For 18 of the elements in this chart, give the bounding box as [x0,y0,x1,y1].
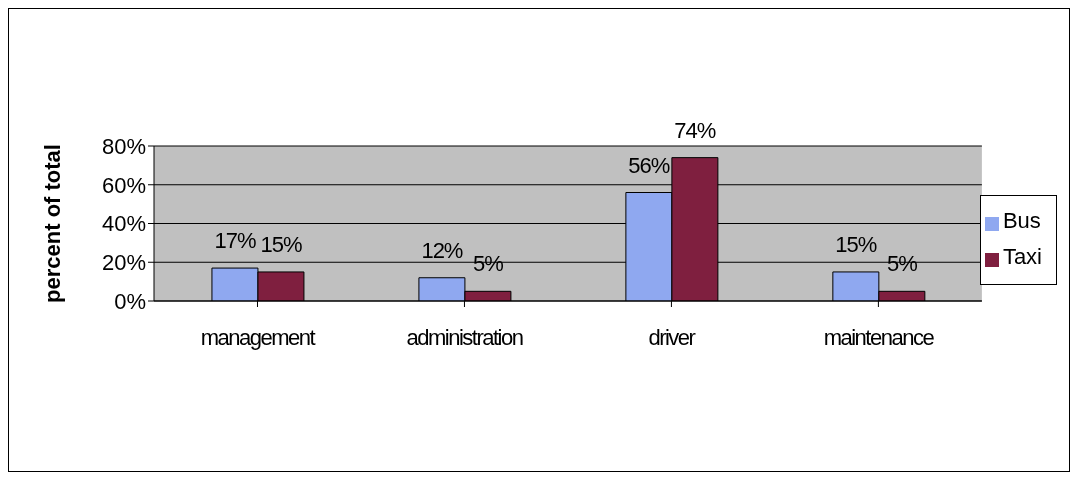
data-label: 17% [214,228,256,254]
x-tick-label: administration [406,324,523,350]
data-label: 15% [835,231,877,257]
x-tick-label: driver [648,324,696,350]
legend-label: Taxi [1002,244,1042,269]
legend-label: Bus [1002,208,1041,233]
data-label: 15% [260,231,302,257]
y-tick-label: 60% [101,172,146,198]
x-tick-label: maintenance [823,324,935,350]
x-tick-label: management [200,324,316,350]
data-label: 56% [628,152,670,178]
y-tick-label: 40% [101,211,146,237]
data-label: 12% [421,237,463,263]
y-tick-label: 0% [114,288,146,314]
y-tick-label: 80% [101,133,146,159]
data-label: 74% [674,117,716,143]
y-axis-title: percent of total [39,144,65,303]
y-tick-label: 20% [101,250,146,276]
